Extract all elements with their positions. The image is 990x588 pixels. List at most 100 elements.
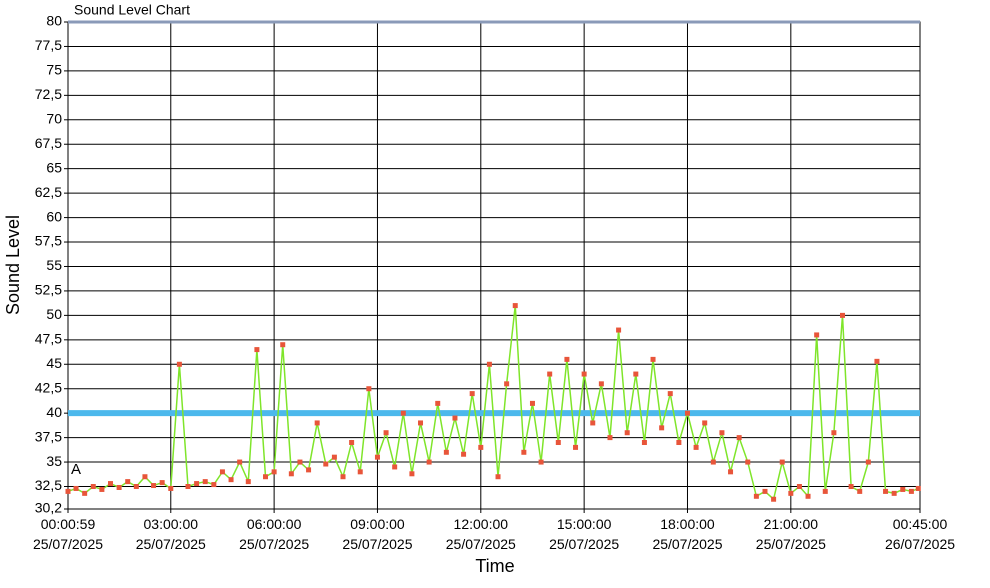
data-point [883, 488, 889, 494]
data-point [452, 415, 458, 421]
data-point [254, 347, 260, 353]
x-tick-label: 21:00:00 25/07/2025 [756, 516, 826, 552]
data-point [82, 490, 88, 496]
data-point [676, 440, 682, 446]
data-point [202, 479, 208, 485]
data-point [194, 481, 200, 487]
data-point [426, 459, 432, 465]
y-tick-label: 55 [46, 257, 62, 273]
data-point [349, 440, 355, 446]
data-point [263, 474, 269, 480]
data-point [633, 371, 639, 377]
data-point [323, 461, 329, 467]
data-point [521, 449, 527, 455]
data-point [710, 459, 716, 465]
data-point [73, 485, 79, 491]
y-tick-label: 72,5 [35, 86, 62, 102]
data-point [693, 444, 699, 450]
data-point [616, 327, 622, 333]
data-point [702, 420, 708, 426]
data-point [590, 420, 596, 426]
data-point [495, 474, 501, 480]
y-tick-label: 80 [46, 13, 62, 29]
data-point [779, 459, 785, 465]
data-point [607, 435, 613, 441]
data-point [107, 481, 113, 487]
data-point [116, 484, 122, 490]
data-point [684, 410, 690, 416]
data-point [504, 381, 510, 387]
data-point [788, 490, 794, 496]
data-point [564, 356, 570, 362]
data-point [736, 435, 742, 441]
y-tick-label: 57,5 [35, 233, 62, 249]
y-tick-label: 47,5 [35, 331, 62, 347]
data-point [848, 484, 854, 490]
x-tick-label: 00:00:59 25/07/2025 [33, 516, 103, 552]
data-point [667, 391, 673, 397]
data-point [915, 485, 921, 491]
data-point [555, 440, 561, 446]
y-tick-label: 50 [46, 306, 62, 322]
x-tick-label: 03:00:00 25/07/2025 [136, 516, 206, 552]
y-tick-label: 67,5 [35, 135, 62, 151]
data-point [529, 400, 535, 406]
data-point [366, 386, 372, 392]
data-point [573, 444, 579, 450]
chart-title: Sound Level Chart [74, 2, 190, 18]
data-point [857, 488, 863, 494]
data-point [159, 480, 165, 486]
data-point [357, 469, 363, 475]
data-point [228, 477, 234, 483]
data-point [814, 332, 820, 338]
data-point [374, 454, 380, 460]
data-point [771, 496, 777, 502]
data-point [874, 358, 880, 364]
data-point [99, 486, 105, 492]
y-tick-label: 45 [46, 355, 62, 371]
data-point [288, 471, 294, 477]
data-point [478, 444, 484, 450]
y-tick-label: 52,5 [35, 282, 62, 298]
data-point [271, 469, 277, 475]
y-tick-label: 35 [46, 453, 62, 469]
x-tick-label: 12:00:00 25/07/2025 [446, 516, 516, 552]
y-tick-label: 37,5 [35, 428, 62, 444]
data-point [469, 391, 475, 397]
data-point [90, 484, 96, 490]
data-point [461, 451, 467, 457]
x-tick-label: 09:00:00 25/07/2025 [342, 516, 412, 552]
data-point [245, 479, 251, 485]
data-point [641, 440, 647, 446]
y-tick-label: 30,2 [35, 500, 62, 516]
data-point [891, 490, 897, 496]
data-point [650, 356, 656, 362]
x-tick-label: 15:00:00 25/07/2025 [549, 516, 619, 552]
data-point [237, 459, 243, 465]
data-point [443, 449, 449, 455]
x-axis-label: Time [475, 556, 514, 576]
y-tick-label: 77,5 [35, 37, 62, 53]
data-point [435, 400, 441, 406]
data-point [598, 381, 604, 387]
y-tick-label: 40 [46, 404, 62, 420]
data-point [486, 361, 492, 367]
data-point [176, 361, 182, 367]
data-point [65, 488, 71, 494]
series-line [67, 305, 919, 501]
data-point [331, 454, 337, 460]
data-point [547, 371, 553, 377]
data-point [839, 312, 845, 318]
data-point [719, 430, 725, 436]
data-point [581, 371, 587, 377]
y-axis-label: Sound Level [3, 215, 23, 315]
data-point [297, 459, 303, 465]
data-point [745, 459, 751, 465]
data-point [624, 430, 630, 436]
data-point [409, 471, 415, 477]
data-point [168, 485, 174, 491]
data-point [831, 430, 837, 436]
